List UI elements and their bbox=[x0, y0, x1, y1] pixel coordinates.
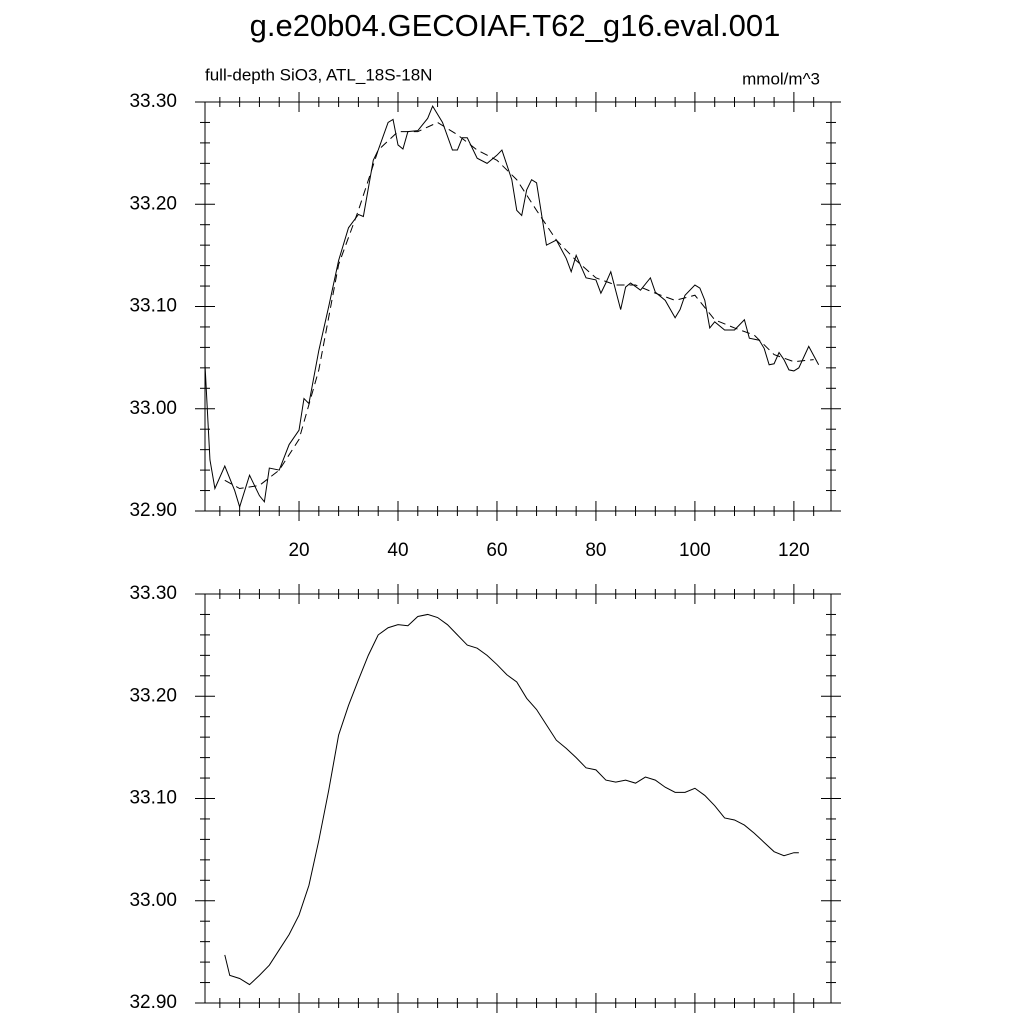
chart-subtitle: full-depth SiO3, ATL_18S-18N bbox=[205, 65, 432, 84]
x-tick-label: 100 bbox=[679, 540, 711, 561]
x-tick-label: 40 bbox=[387, 540, 408, 561]
y-tick-label: 33.00 bbox=[129, 890, 177, 911]
y-tick-label: 33.10 bbox=[129, 788, 177, 809]
data-line bbox=[204, 104, 820, 509]
y-tick-label: 33.20 bbox=[129, 685, 177, 706]
data-line bbox=[224, 613, 799, 986]
chart-title: g.e20b04.GECOIAF.T62_g16.eval.001 bbox=[250, 8, 781, 43]
x-tick-label: 60 bbox=[486, 540, 507, 561]
y-tick-label: 33.00 bbox=[129, 398, 177, 419]
y-tick-label: 32.90 bbox=[129, 992, 177, 1013]
x-tick-label: 20 bbox=[288, 540, 309, 561]
plot-frame bbox=[204, 101, 832, 512]
smoothed-line bbox=[224, 121, 814, 490]
y-tick-label: 33.10 bbox=[129, 296, 177, 317]
y-tick-label: 33.20 bbox=[129, 193, 177, 214]
x-tick-label: 120 bbox=[778, 540, 810, 561]
x-tick-label: 80 bbox=[585, 540, 606, 561]
y-tick-label: 33.30 bbox=[129, 583, 177, 604]
y-tick-label: 33.30 bbox=[129, 91, 177, 112]
plot-frame bbox=[204, 593, 832, 1004]
units-label: mmol/m^3 bbox=[742, 69, 820, 88]
y-tick-label: 32.90 bbox=[129, 500, 177, 521]
